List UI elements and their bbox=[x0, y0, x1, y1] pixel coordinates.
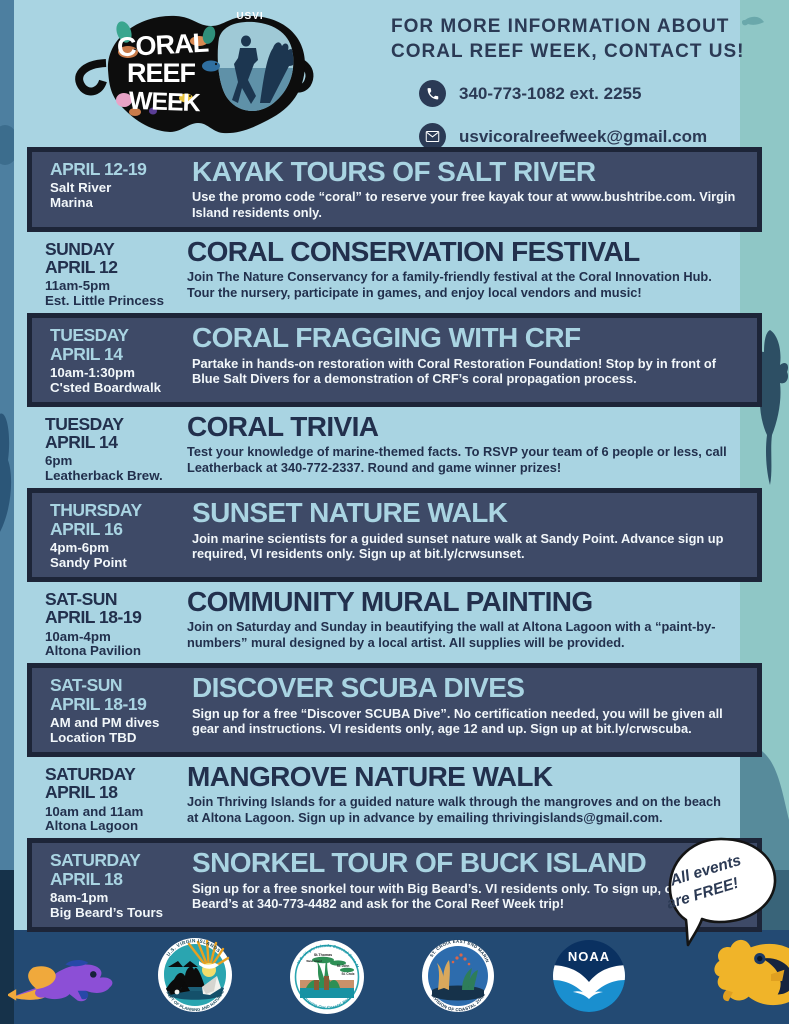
svg-text:St. John: St. John bbox=[337, 964, 350, 968]
svg-text:Water Island: Water Island bbox=[306, 959, 322, 963]
svg-text:St.Thomas: St.Thomas bbox=[314, 953, 332, 957]
svg-text:St. Croix: St. Croix bbox=[341, 972, 354, 976]
svg-text:NOAA: NOAA bbox=[568, 949, 610, 964]
